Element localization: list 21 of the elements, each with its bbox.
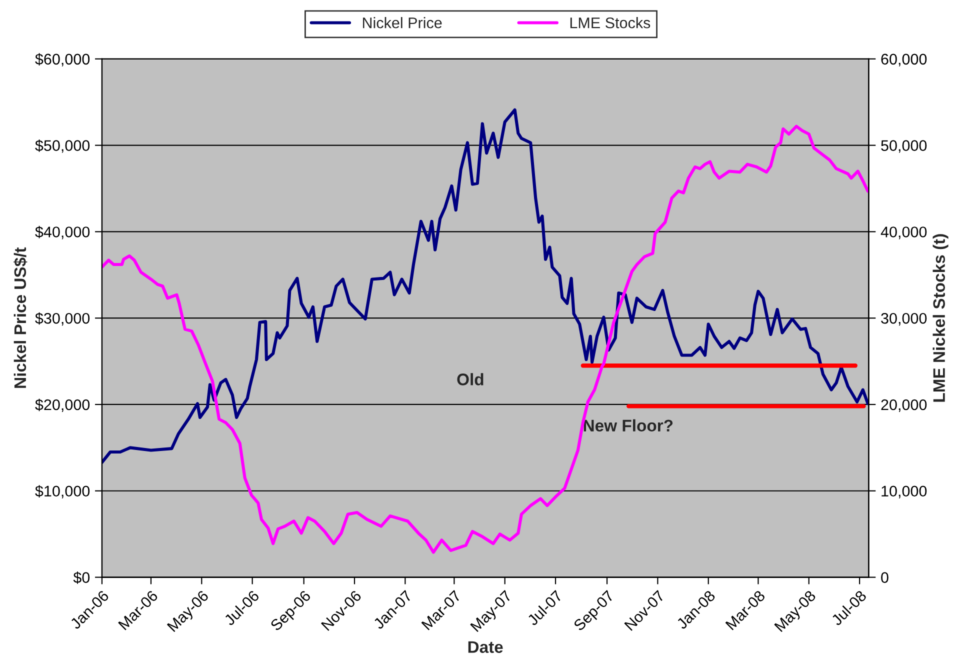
y2-tick-label: 0 (881, 572, 888, 583)
y2-tick-label: 20,000 (881, 399, 927, 412)
y-tick-label: $0 (73, 571, 90, 584)
annotation: Old (457, 373, 484, 386)
y2-tick-label: 10,000 (882, 486, 927, 498)
y2-tick-label: 60,000 (881, 54, 927, 66)
y-tick-label: $50,000 (35, 140, 90, 153)
y-axis-title: Nickel Price US$/t (14, 247, 28, 388)
annotation: New Floor? (584, 419, 673, 432)
y-tick-label: $20,000 (35, 398, 90, 412)
y2-tick-label: 30,000 (881, 312, 927, 326)
y-tick-label: $10,000 (35, 485, 90, 498)
y-tick-label: $60,000 (35, 53, 90, 66)
legend-label: Nickel Price (362, 17, 442, 28)
y2-axis-title: LME Nickel Stocks (t) (932, 234, 948, 402)
y2-tick-label: 50,000 (881, 140, 927, 153)
x-axis-title: Date (468, 641, 503, 653)
y-tick-label: $30,000 (35, 312, 90, 326)
legend-label: LME Stocks (570, 17, 650, 28)
y-tick-label: $40,000 (35, 226, 90, 240)
y2-tick-label: 40,000 (880, 226, 927, 240)
